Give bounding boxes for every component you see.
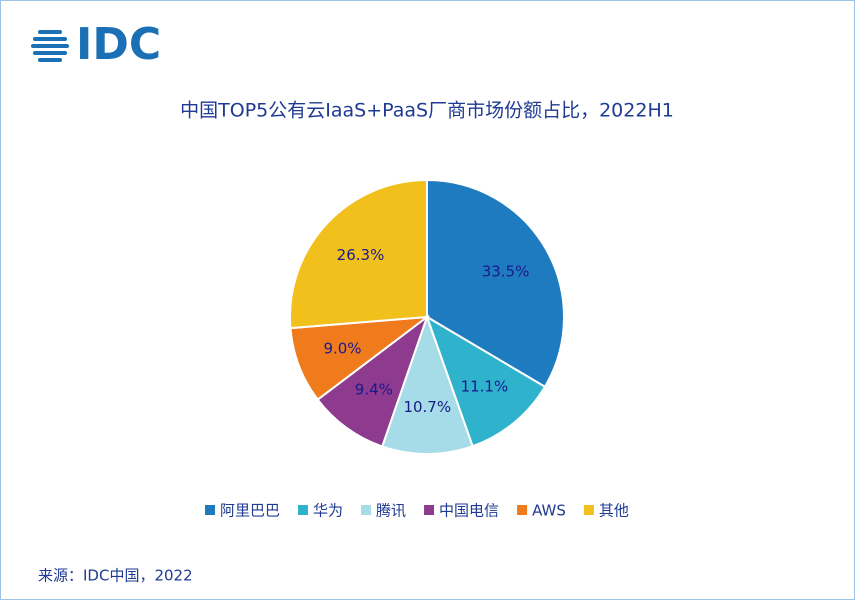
legend-label: 其他 — [599, 502, 629, 520]
legend-label: 腾讯 — [376, 502, 406, 520]
logo-mark — [31, 30, 69, 62]
chart-title: 中国TOP5公有云IaaS+PaaS厂商市场份额占比，2022H1 — [180, 100, 674, 122]
legend-label: 华为 — [313, 502, 343, 520]
legend-swatch — [298, 505, 309, 515]
legend-label: 阿里巴巴 — [220, 502, 280, 520]
data-label: 9.4% — [355, 381, 393, 399]
legend-swatch — [583, 505, 594, 515]
legend-label: 中国电信 — [439, 502, 499, 520]
legend-swatch — [517, 505, 528, 515]
pie-slice — [380, 313, 474, 455]
data-label: 26.3% — [337, 246, 385, 264]
pie-slice — [426, 178, 565, 389]
data-label: 33.5% — [482, 263, 530, 281]
legend-label: AWS — [532, 502, 566, 520]
pie-slice — [289, 178, 428, 330]
pie-slice — [425, 314, 547, 448]
legend-swatch — [205, 505, 215, 515]
legend-swatch — [361, 505, 372, 515]
data-label: 11.1% — [461, 377, 509, 395]
data-label: 9.0% — [323, 340, 361, 358]
data-label: 10.7% — [403, 398, 451, 416]
legend-swatch — [424, 505, 435, 515]
source-note: 来源：IDC中国，2022 — [38, 567, 193, 585]
pie-slice — [316, 314, 430, 448]
logo-text: IDC — [76, 19, 161, 70]
